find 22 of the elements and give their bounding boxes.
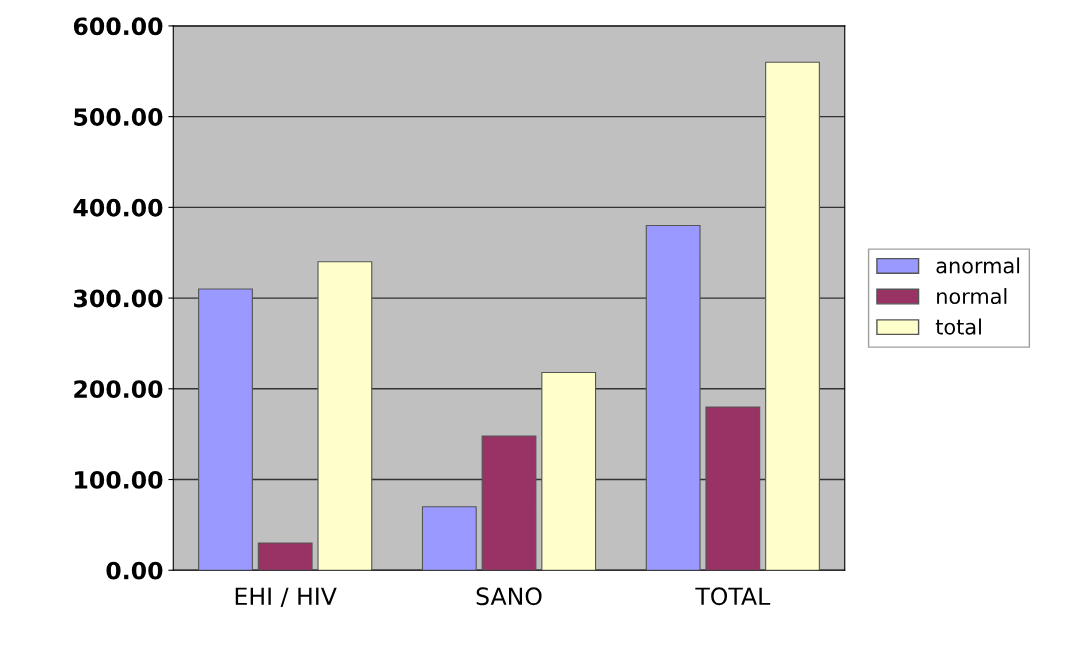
bar — [705, 406, 761, 571]
bar — [198, 288, 253, 571]
bar — [317, 261, 373, 571]
bar — [421, 506, 477, 571]
bar — [765, 61, 820, 571]
legend-label: total — [935, 318, 981, 335]
bar — [481, 435, 537, 571]
bar — [541, 371, 597, 571]
y-tick-label: 400.00 — [73, 198, 163, 217]
y-tick-label: 300.00 — [74, 289, 163, 308]
x-tick-label: EHI / HIV — [235, 587, 337, 608]
legend-label: normal — [937, 288, 1007, 305]
legend-label: anormal — [936, 257, 1020, 274]
y-tick-label: 200.00 — [74, 380, 163, 399]
x-tick-label: SANO — [476, 587, 542, 606]
y-tick-label: 500.00 — [74, 108, 163, 126]
y-tick-label: 0.00 — [106, 561, 163, 580]
x-tick-label: TOTAL — [695, 587, 771, 606]
y-tick-label: 100.00 — [75, 470, 163, 489]
bar — [645, 224, 701, 571]
bar — [257, 542, 313, 571]
y-tick-label: 600.00 — [73, 17, 163, 36]
